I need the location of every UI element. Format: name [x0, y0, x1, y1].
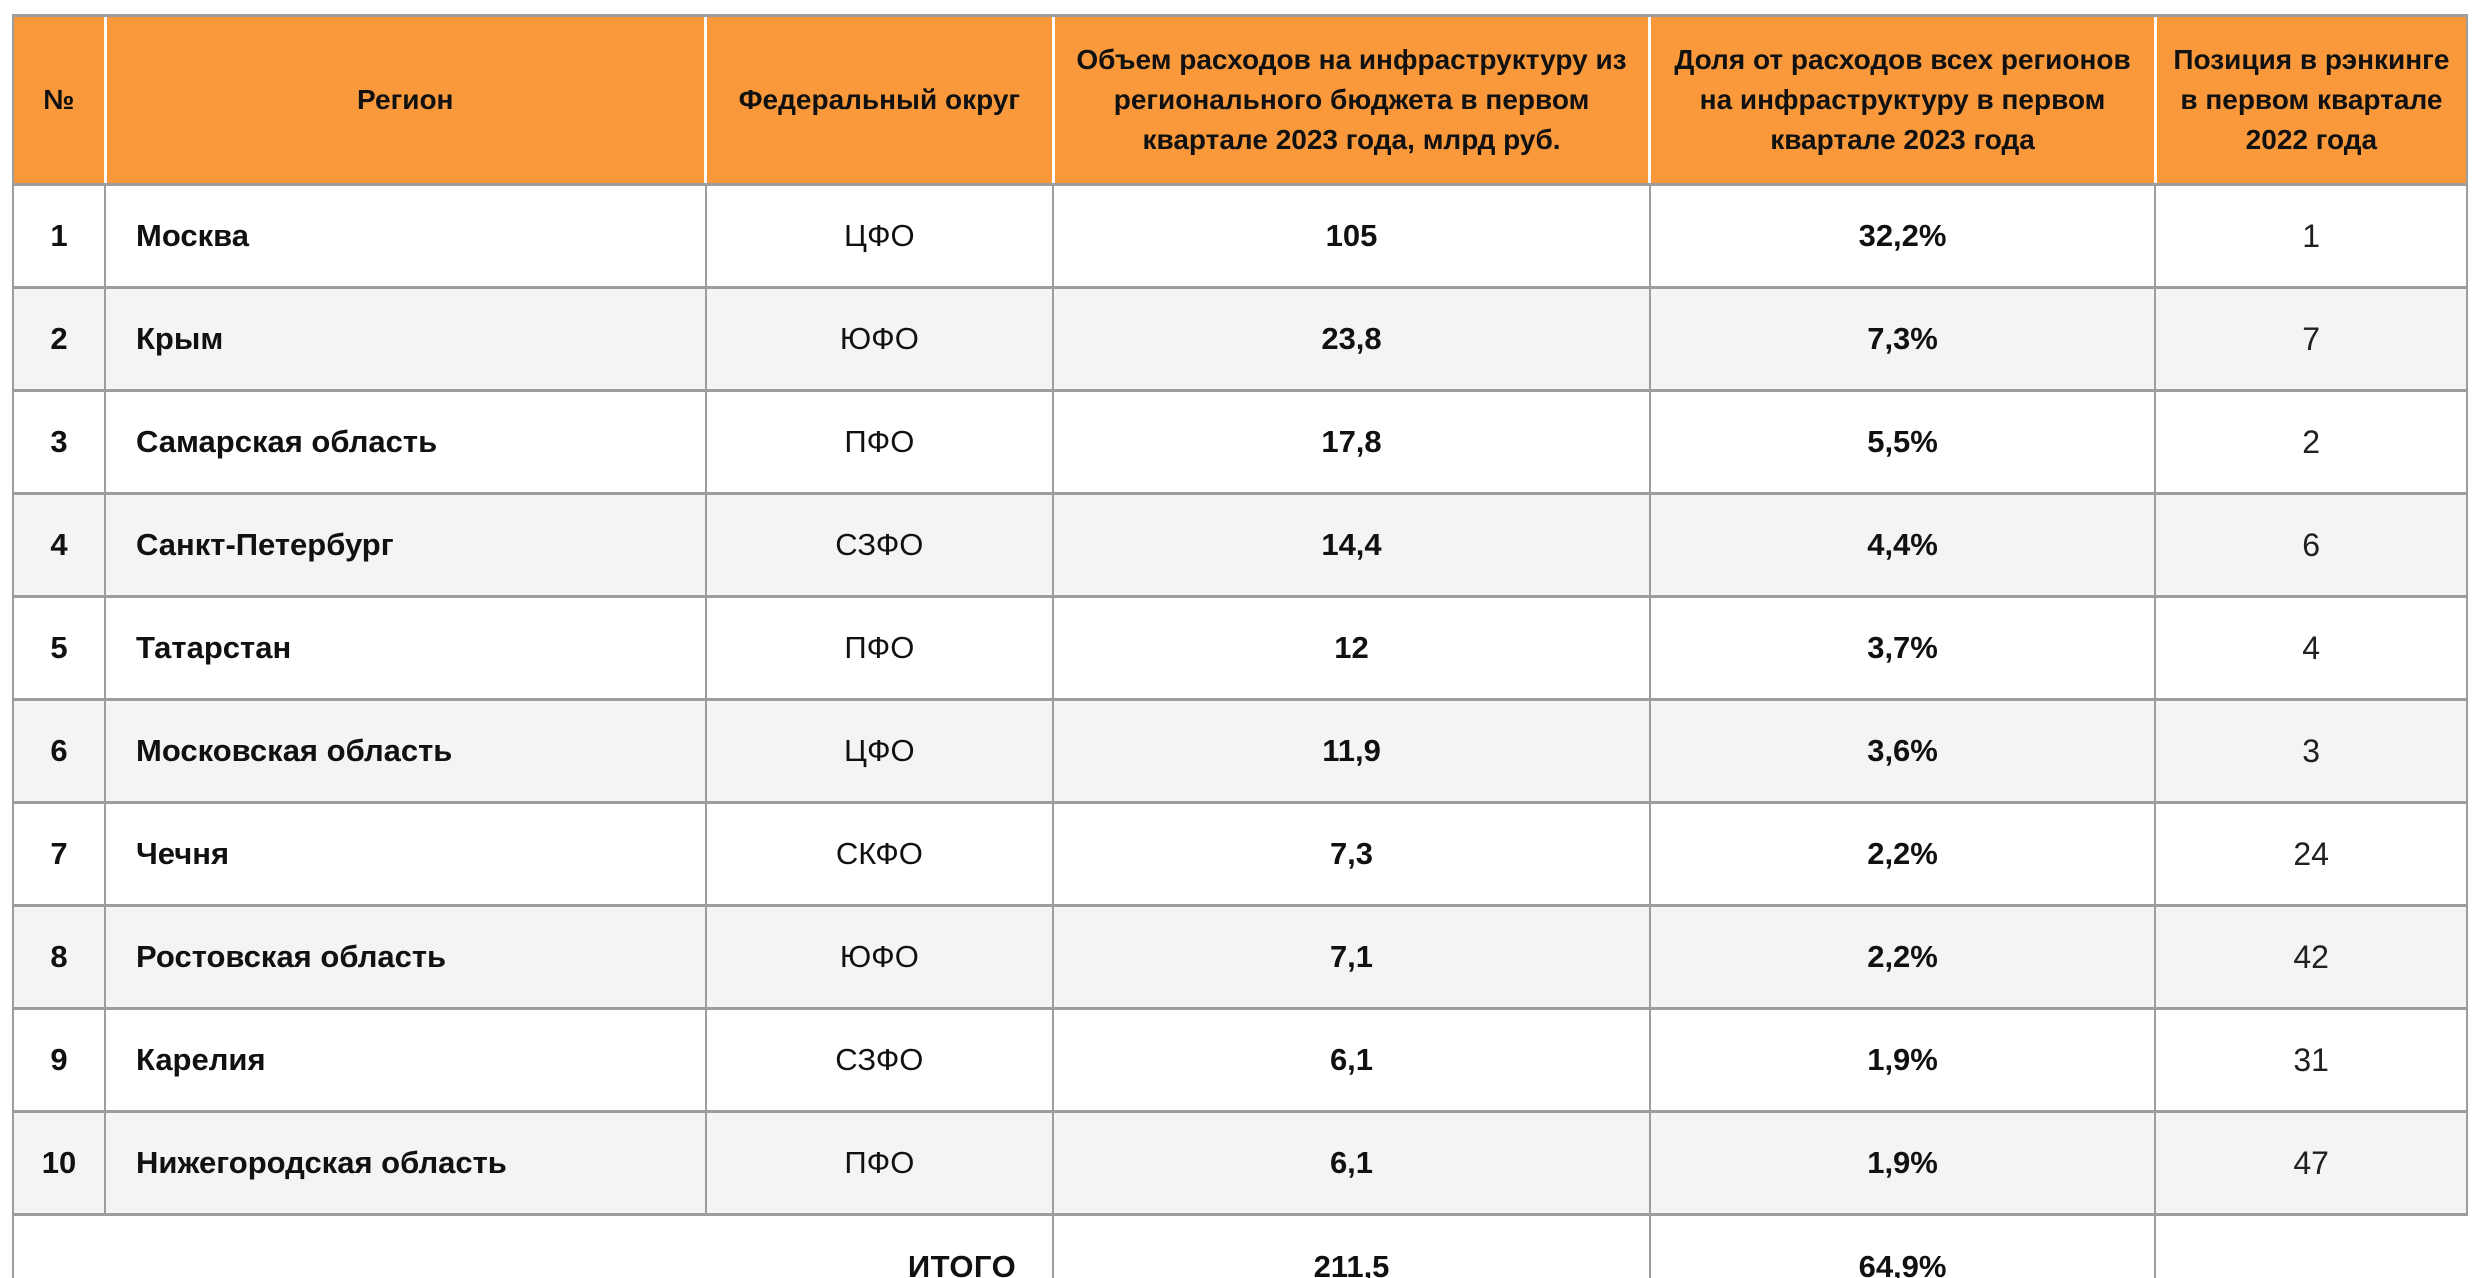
cell-federal-district: СКФО [704, 801, 1055, 907]
cell-federal-district: ЮФО [704, 904, 1055, 1010]
cell-region: Московская область [104, 698, 707, 804]
cell-share: 2,2% [1648, 904, 2157, 1010]
cell-share: 3,6% [1648, 698, 2157, 804]
footer-empty-cell [2155, 1214, 2467, 1278]
cell-spending-volume: 14,4 [1052, 492, 1651, 598]
cell-share: 32,2% [1648, 183, 2157, 289]
table-row: 10 Нижегородская область ПФО 6,1 1,9% 47 [11, 1110, 2468, 1216]
cell-position-2022: 3 [2154, 698, 2468, 804]
cell-position-2022: 31 [2154, 1007, 2468, 1113]
table-row: 5 Татарстан ПФО 12 3,7% 4 [11, 595, 2468, 701]
cell-region: Татарстан [104, 595, 707, 701]
cell-federal-district: ЮФО [704, 286, 1055, 392]
regions-infrastructure-spending-table: № Регион Федеральный округ Объем расходо… [11, 14, 2468, 1278]
cell-position-2022: 1 [2154, 183, 2468, 289]
cell-spending-volume: 11,9 [1052, 698, 1651, 804]
table-row: 2 Крым ЮФО 23,8 7,3% 7 [11, 286, 2468, 392]
cell-position-2022: 24 [2154, 801, 2468, 907]
table-row: 4 Санкт-Петербург СЗФО 14,4 4,4% 6 [11, 492, 2468, 598]
cell-federal-district: ПФО [704, 389, 1055, 495]
cell-position-2022: 2 [2154, 389, 2468, 495]
cell-region: Нижегородская область [104, 1110, 707, 1216]
cell-federal-district: СЗФО [704, 492, 1055, 598]
cell-spending-volume: 6,1 [1052, 1007, 1651, 1113]
table-row: 3 Самарская область ПФО 17,8 5,5% 2 [11, 389, 2468, 495]
total-share: 64,9% [1648, 1213, 2157, 1278]
table-row: 9 Карелия СЗФО 6,1 1,9% 31 [11, 1007, 2468, 1113]
cell-share: 3,7% [1648, 595, 2157, 701]
cell-position-2022: 4 [2154, 595, 2468, 701]
cell-federal-district: ЦФО [704, 183, 1055, 289]
total-spending-volume: 211,5 [1052, 1213, 1651, 1278]
cell-spending-volume: 12 [1052, 595, 1651, 701]
cell-federal-district: ПФО [704, 595, 1055, 701]
table-row: 6 Московская область ЦФО 11,9 3,6% 3 [11, 698, 2468, 804]
column-header-spending-volume: Объем расходов на инфраструктуру из реги… [1051, 14, 1650, 186]
cell-region: Крым [104, 286, 707, 392]
cell-rank: 2 [11, 286, 107, 392]
cell-spending-volume: 105 [1052, 183, 1651, 289]
cell-spending-volume: 23,8 [1052, 286, 1651, 392]
table-header-row: № Регион Федеральный округ Объем расходо… [11, 14, 2468, 186]
column-header-share: Доля от расходов всех регионов на инфрас… [1648, 14, 2156, 186]
column-header-position-2022: Позиция в рэнкинге в первом квартале 202… [2153, 14, 2468, 186]
total-label: ИТОГО [11, 1213, 1055, 1278]
cell-position-2022: 6 [2154, 492, 2468, 598]
table-row: 8 Ростовская область ЮФО 7,1 2,2% 42 [11, 904, 2468, 1010]
table-body: 1 Москва ЦФО 105 32,2% 1 2 Крым ЮФО 23,8… [11, 183, 2468, 1216]
cell-share: 7,3% [1648, 286, 2157, 392]
table-header: № Регион Федеральный округ Объем расходо… [11, 14, 2468, 186]
cell-spending-volume: 6,1 [1052, 1110, 1651, 1216]
table-row: 1 Москва ЦФО 105 32,2% 1 [11, 183, 2468, 289]
cell-region: Самарская область [104, 389, 707, 495]
cell-share: 1,9% [1648, 1007, 2157, 1113]
cell-spending-volume: 7,3 [1052, 801, 1651, 907]
cell-share: 5,5% [1648, 389, 2157, 495]
column-header-federal-district: Федеральный округ [704, 14, 1054, 186]
cell-rank: 1 [11, 183, 107, 289]
cell-share: 4,4% [1648, 492, 2157, 598]
cell-federal-district: СЗФО [704, 1007, 1055, 1113]
cell-rank: 4 [11, 492, 107, 598]
cell-spending-volume: 17,8 [1052, 389, 1651, 495]
cell-rank: 9 [11, 1007, 107, 1113]
cell-federal-district: ПФО [704, 1110, 1055, 1216]
cell-rank: 6 [11, 698, 107, 804]
cell-region: Санкт-Петербург [104, 492, 707, 598]
cell-position-2022: 47 [2154, 1110, 2468, 1216]
column-header-rank: № [11, 14, 106, 186]
cell-share: 2,2% [1648, 801, 2157, 907]
cell-share: 1,9% [1648, 1110, 2157, 1216]
table-row: 7 Чечня СКФО 7,3 2,2% 24 [11, 801, 2468, 907]
cell-position-2022: 42 [2154, 904, 2468, 1010]
cell-spending-volume: 7,1 [1052, 904, 1651, 1010]
column-header-region: Регион [103, 14, 706, 186]
cell-rank: 3 [11, 389, 107, 495]
cell-region: Карелия [104, 1007, 707, 1113]
cell-federal-district: ЦФО [704, 698, 1055, 804]
cell-rank: 10 [11, 1110, 107, 1216]
cell-region: Москва [104, 183, 707, 289]
cell-rank: 7 [11, 801, 107, 907]
cell-region: Чечня [104, 801, 707, 907]
table-footer-row: ИТОГО 211,5 64,9% [11, 1213, 2467, 1278]
cell-rank: 5 [11, 595, 107, 701]
cell-region: Ростовская область [104, 904, 707, 1010]
table-footer: ИТОГО 211,5 64,9% [11, 1213, 2467, 1278]
cell-position-2022: 7 [2154, 286, 2468, 392]
cell-rank: 8 [11, 904, 107, 1010]
